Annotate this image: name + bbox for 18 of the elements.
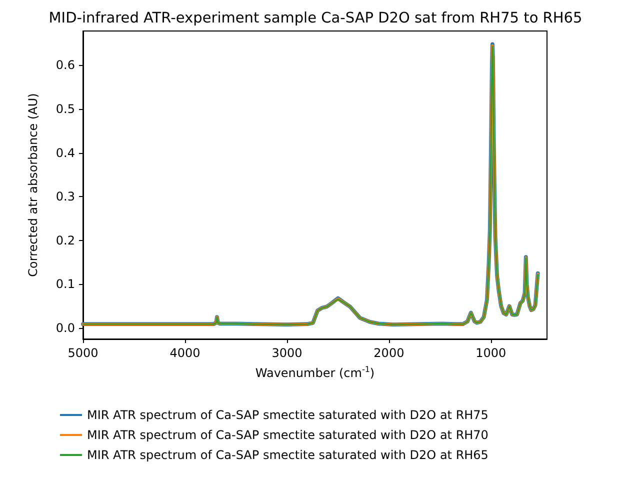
y-tick-label: 0.5 xyxy=(56,102,75,116)
y-tick-label: 0.6 xyxy=(56,58,75,72)
legend-label: MIR ATR spectrum of Ca-SAP smectite saturated with D2O at RH65 xyxy=(87,448,488,462)
x-tick-label: 3000 xyxy=(272,346,302,360)
legend-label: MIR ATR spectrum of Ca-SAP smectite saturated with D2O at RH75 xyxy=(87,408,488,422)
y-tick-label: 0.3 xyxy=(56,190,75,204)
x-tick-label: 5000 xyxy=(68,346,98,360)
y-tick-label: 0.0 xyxy=(56,321,75,336)
x-tick-label: 1000 xyxy=(476,346,506,360)
y-tick-label: 0.4 xyxy=(56,146,75,160)
legend-label: MIR ATR spectrum of Ca-SAP smectite saturated with D2O at RH70 xyxy=(87,428,488,442)
x-axis-title: Wavenumber (cm$^{-1}$) xyxy=(254,365,376,380)
x-tick-label: 2000 xyxy=(374,346,404,360)
chart-title: MID-infrared ATR-experiment sample Ca-SAP D2O sat from RH75 to RH65 xyxy=(48,10,582,26)
y-axis-title: Corrected atr absorbance (AU) xyxy=(26,93,40,277)
y-tick-label: 0.1 xyxy=(56,277,75,292)
x-tick-label: 4000 xyxy=(170,346,200,360)
y-tick-label: 0.2 xyxy=(56,233,75,248)
